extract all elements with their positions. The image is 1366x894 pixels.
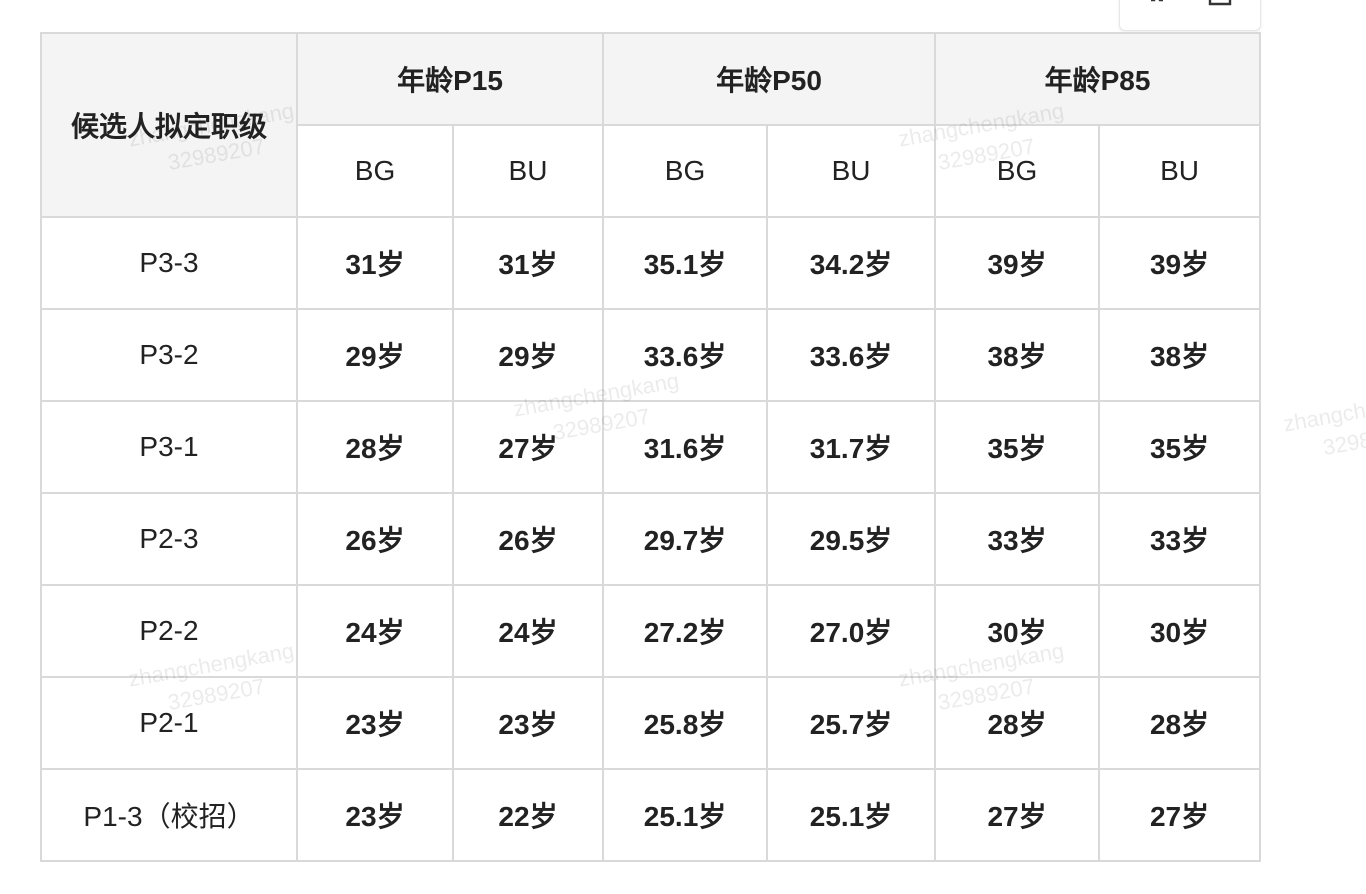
value-cell: 29岁 (296, 308, 454, 402)
sub-header: BU (1098, 124, 1262, 218)
sub-header: BG (602, 124, 769, 218)
value-cell: 31.7岁 (766, 400, 937, 494)
level-cell: P3-1 (40, 400, 298, 494)
level-cell: P2-3 (40, 492, 298, 586)
value-cell: 33岁 (1098, 492, 1262, 586)
sub-header: BG (296, 124, 454, 218)
level-cell: P1-3（校招） (40, 768, 298, 862)
copy-icon[interactable] (1208, 0, 1238, 8)
value-cell: 26岁 (451, 492, 605, 586)
table-row: P3-3 31岁 31岁 35.1岁 34.2岁 39岁 39岁 (40, 216, 1262, 310)
value-cell: 24岁 (451, 584, 605, 678)
table-row: P1-3（校招） 23岁 22岁 25.1岁 25.1岁 27岁 27岁 (40, 768, 1262, 862)
group-header-p85: 年龄P85 (934, 32, 1262, 126)
value-cell: 28岁 (934, 676, 1101, 770)
sub-header: BG (934, 124, 1101, 218)
level-cell: P2-1 (40, 676, 298, 770)
value-cell: 39岁 (1098, 216, 1262, 310)
watermark-id: 32989207 (1320, 418, 1366, 461)
value-cell: 31.6岁 (602, 400, 769, 494)
value-cell: 22岁 (451, 768, 605, 862)
value-cell: 38岁 (934, 308, 1101, 402)
expand-icon[interactable] (1142, 0, 1172, 8)
level-cell: P3-2 (40, 308, 298, 402)
value-cell: 27.0岁 (766, 584, 937, 678)
value-cell: 33.6岁 (766, 308, 937, 402)
value-cell: 38岁 (1098, 308, 1262, 402)
value-cell: 31岁 (451, 216, 605, 310)
value-cell: 25.1岁 (602, 768, 769, 862)
value-cell: 23岁 (296, 768, 454, 862)
value-cell: 39岁 (934, 216, 1101, 310)
value-cell: 30岁 (934, 584, 1101, 678)
age-percentile-table: 候选人拟定职级 年龄P15 年龄P50 年龄P85 BG BU BG BU BG… (40, 32, 1262, 862)
table-row: P2-1 23岁 23岁 25.8岁 25.7岁 28岁 28岁 (40, 676, 1262, 770)
value-cell: 23岁 (451, 676, 605, 770)
value-cell: 28岁 (296, 400, 454, 494)
value-cell: 23岁 (296, 676, 454, 770)
row-header-cell: 候选人拟定职级 (40, 32, 298, 218)
value-cell: 29.5岁 (766, 492, 937, 586)
value-cell: 35岁 (1098, 400, 1262, 494)
group-header-p50: 年龄P50 (602, 32, 937, 126)
value-cell: 25.1岁 (766, 768, 937, 862)
level-cell: P3-3 (40, 216, 298, 310)
table-row: P2-3 26岁 26岁 29.7岁 29.5岁 33岁 33岁 (40, 492, 1262, 586)
value-cell: 30岁 (1098, 584, 1262, 678)
value-cell: 28岁 (1098, 676, 1262, 770)
value-cell: 26岁 (296, 492, 454, 586)
watermark-name: zhangchengkang (1281, 382, 1366, 437)
value-cell: 33岁 (934, 492, 1101, 586)
level-cell: P2-2 (40, 584, 298, 678)
value-cell: 27岁 (451, 400, 605, 494)
value-cell: 25.7岁 (766, 676, 937, 770)
value-cell: 33.6岁 (602, 308, 769, 402)
value-cell: 31岁 (296, 216, 454, 310)
table-row: P3-1 28岁 27岁 31.6岁 31.7岁 35岁 35岁 (40, 400, 1262, 494)
value-cell: 29.7岁 (602, 492, 769, 586)
value-cell: 24岁 (296, 584, 454, 678)
sub-header: BU (451, 124, 605, 218)
table-row: P2-2 24岁 24岁 27.2岁 27.0岁 30岁 30岁 (40, 584, 1262, 678)
group-header-p15: 年龄P15 (295, 32, 605, 126)
value-cell: 27岁 (1098, 768, 1262, 862)
sub-header: BU (766, 124, 937, 218)
value-cell: 25.8岁 (602, 676, 769, 770)
table-toolbar (1119, 0, 1261, 31)
value-cell: 27.2岁 (602, 584, 769, 678)
value-cell: 35.1岁 (602, 216, 769, 310)
table-row: P3-2 29岁 29岁 33.6岁 33.6岁 38岁 38岁 (40, 308, 1262, 402)
value-cell: 29岁 (451, 308, 605, 402)
value-cell: 35岁 (934, 400, 1101, 494)
value-cell: 34.2岁 (766, 216, 937, 310)
watermark: zhangchengkang 32989207 (1281, 381, 1366, 469)
value-cell: 27岁 (934, 768, 1101, 862)
